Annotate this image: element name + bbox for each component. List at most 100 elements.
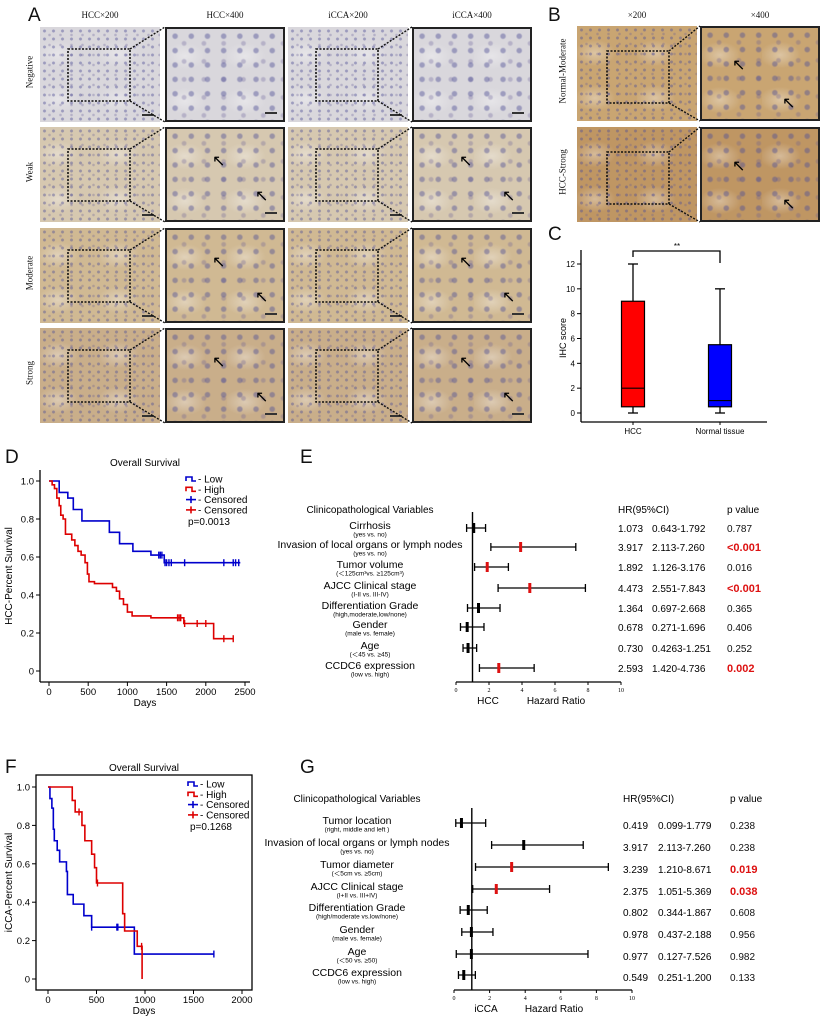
zoom-connector-line (377, 126, 413, 150)
variable-label: CCDC6 expression (312, 967, 402, 979)
hazard-ratio-marker (485, 562, 489, 572)
scale-bar (512, 313, 524, 315)
hazard-ratio-marker (465, 622, 469, 632)
arrow-icon: ↖ (212, 153, 226, 170)
y-axis-label: iCCA-Percent Survival (4, 833, 15, 932)
arrow-icon: ↖ (782, 95, 796, 112)
y-tick-label: 0.2 (17, 936, 30, 947)
hazard-ratio-marker (472, 523, 476, 533)
histology-image-x400: ↖ ↖ (412, 228, 532, 323)
variable-sublabel: (I-II vs. III-IV) (351, 592, 389, 599)
zoom-connector-line (129, 200, 166, 223)
zoom-connector-line (668, 126, 701, 153)
zoom-connector-line (129, 100, 166, 123)
survival-curve-low (48, 786, 214, 955)
arrow-icon: ↖ (255, 389, 269, 406)
hazard-ratio-marker (477, 603, 481, 613)
region-of-interest-box (67, 349, 131, 403)
hr-value: 0.978 (623, 930, 648, 941)
region-of-interest-box (315, 148, 379, 202)
histology-image-x200 (577, 26, 697, 121)
hazard-ratio-marker (522, 840, 526, 850)
scale-bar (142, 415, 154, 417)
ci-value: 0.437-2.188 (658, 930, 712, 941)
ci-value: 0.099-1.779 (658, 821, 712, 832)
variable-sublabel: (yes vs. no) (353, 551, 387, 558)
variable-sublabel: (yes vs. no) (353, 532, 387, 539)
x-tick-label: 4 (524, 996, 527, 1002)
variable-label: Age (361, 640, 380, 652)
ci-value: 1.051-5.369 (658, 887, 712, 898)
variable-sublabel: (low vs. high) (351, 672, 389, 679)
variable-label: Gender (339, 924, 375, 936)
y-tick-label: 0 (29, 667, 34, 678)
arrow-icon: ↖ (502, 389, 516, 406)
x-tick-label: 2 (488, 688, 491, 694)
x-axis-label-prefix: HCC (477, 696, 499, 707)
arrow-icon: ↖ (459, 153, 473, 170)
legend-entry: - Low (200, 780, 225, 791)
x-tick-label: 10 (618, 688, 624, 694)
p-value: 0.982 (730, 952, 755, 963)
hr-value: 3.239 (623, 865, 648, 876)
hr-value: 3.917 (623, 843, 648, 854)
x-tick-label: HCC (624, 427, 642, 436)
histology-image-x400: ↖ ↖ (165, 228, 285, 323)
variable-label: Gender (352, 619, 388, 631)
p-value: 0.406 (727, 623, 752, 634)
y-tick-label: 0.6 (21, 553, 34, 564)
y-tick-label: 0.8 (21, 515, 34, 526)
region-of-interest-box (606, 151, 670, 205)
variable-label: AJCC Clinical stage (324, 580, 417, 592)
y-tick-label: 1.0 (17, 783, 30, 794)
scale-bar (390, 415, 402, 417)
x-tick-label: 8 (587, 688, 590, 694)
ci-value: 0.4263-1.251 (652, 644, 711, 655)
column-header-variables: Clinicopathological Variables (293, 794, 420, 805)
panel-label-a: A (28, 5, 41, 26)
survival-curve-low (49, 480, 241, 564)
arrow-icon: ↖ (782, 196, 796, 213)
hazard-ratio-marker (469, 949, 473, 959)
x-tick-label: Normal tissue (696, 427, 745, 436)
x-tick-label: 8 (595, 996, 598, 1002)
variable-label: Tumor location (322, 815, 391, 827)
variable-sublabel: (＜5cm vs. ≥5cm) (332, 871, 383, 878)
box-0 (620, 300, 646, 408)
hazard-ratio-marker (462, 970, 466, 980)
scale-bar (142, 315, 154, 317)
scale-bar (265, 313, 277, 315)
zoom-connector-line (377, 26, 413, 50)
hr-value: 1.364 (618, 604, 643, 615)
arrow-icon: ↖ (732, 57, 746, 74)
x-tick-label: 10 (629, 996, 635, 1002)
x-tick-label: 2 (488, 996, 491, 1002)
y-tick-label: 4 (571, 359, 576, 368)
variable-label: Age (348, 946, 367, 958)
legend-step-icon (185, 476, 196, 482)
x-tick-label: 0 (453, 996, 456, 1002)
hazard-ratio-marker (510, 862, 514, 872)
ci-value: 0.127-7.526 (658, 952, 712, 963)
arrow-icon: ↖ (459, 354, 473, 371)
panel-label-c: C (548, 224, 562, 245)
legend-step-icon (187, 791, 198, 798)
p-value: <0.001 (727, 542, 761, 554)
x-tick-label: 2500 (234, 687, 255, 698)
arrow-icon: ↖ (459, 254, 473, 271)
column-header-variables: Clinicopathological Variables (306, 505, 433, 516)
variable-label: Differentiation Grade (322, 600, 419, 612)
column-header: iCCA×400 (452, 10, 492, 20)
chart-title: Overall Survival (109, 763, 179, 774)
x-tick-label: 1000 (117, 687, 138, 698)
zoom-connector-line (668, 203, 701, 223)
legend-entry: - Censored (198, 505, 247, 516)
significance-bracket (632, 250, 721, 263)
x-axis-label-prefix: iCCA (474, 1004, 498, 1015)
variable-label: Differentiation Grade (309, 902, 406, 914)
hazard-ratio-marker (519, 542, 523, 552)
column-header-hr: HR(95%CI) (623, 794, 674, 805)
x-tick-label: 0 (45, 995, 50, 1006)
histology-image-x400 (412, 27, 532, 122)
